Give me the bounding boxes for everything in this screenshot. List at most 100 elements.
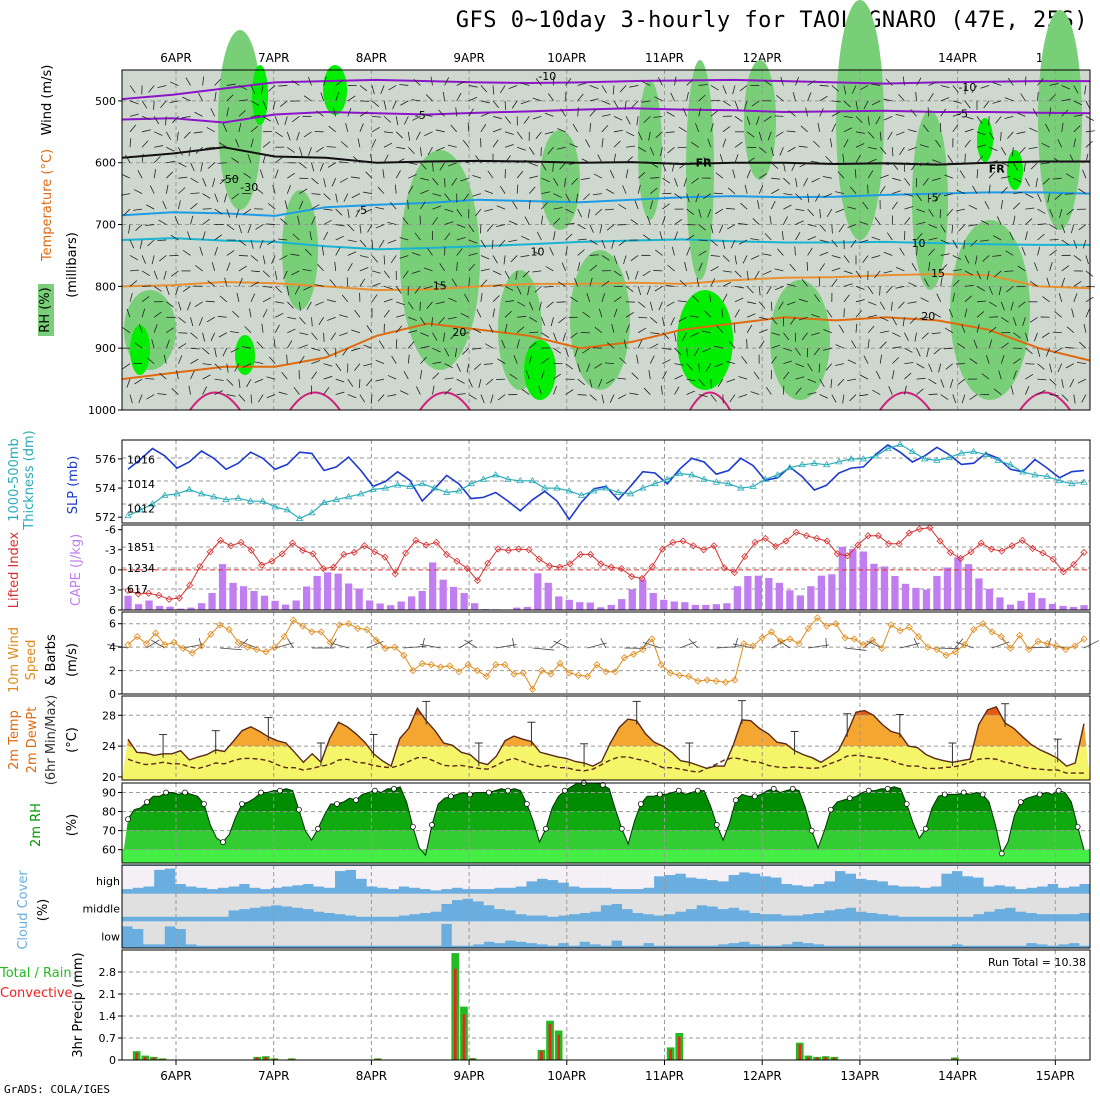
- wind-barb: [520, 82, 530, 86]
- wind-barb: [534, 286, 542, 293]
- wind-barb: [335, 235, 344, 241]
- wind-barb: [722, 100, 731, 107]
- wind-barb: [299, 188, 308, 194]
- cloud-gap-low: [802, 921, 814, 944]
- wind-axis-label-1: 10m Wind: [7, 627, 22, 693]
- wind-barb-10m: [329, 638, 337, 649]
- wind-barb: [982, 255, 990, 262]
- wind-barb: [879, 341, 887, 349]
- wind-barb: [769, 215, 772, 225]
- wind-barb: [223, 193, 228, 203]
- cloud-gap-high: [536, 866, 548, 879]
- wind-barb: [598, 308, 603, 318]
- wind-barb: [744, 100, 748, 110]
- temp-band-high: [122, 706, 1090, 716]
- wind-barb: [299, 147, 303, 156]
- wind-barb: [762, 253, 772, 256]
- wind-barb: [949, 378, 954, 388]
- date-label-top: 10APR: [547, 51, 586, 65]
- wind-barb: [492, 270, 502, 276]
- wind-barb: [577, 262, 581, 272]
- wind-barb-10m: [464, 639, 478, 649]
- wind-barb: [323, 193, 331, 200]
- wind-barb: [211, 262, 216, 272]
- thickness-marker: [884, 444, 892, 452]
- wind-speed-marker: [749, 642, 757, 650]
- lifted-index-marker: [350, 548, 358, 557]
- wind-barb: [560, 108, 566, 117]
- wind-barb: [206, 127, 215, 133]
- wind-speed-marker: [197, 642, 206, 650]
- pressure-tick-label: 1000: [88, 404, 116, 417]
- thickness-marker: [724, 479, 733, 487]
- wind-barb: [601, 85, 608, 94]
- wind-barb: [619, 357, 627, 364]
- wind-barb: [162, 200, 167, 210]
- isotherm-line: [121, 78, 1090, 101]
- rh2m-axis-label: 2m RH: [29, 803, 44, 847]
- cloud-gap-high: [387, 866, 399, 890]
- cloud-gap-high: [441, 866, 452, 890]
- thickness-marker: [969, 447, 978, 455]
- wind-barb: [426, 301, 433, 309]
- wind-barb: [480, 124, 487, 133]
- wind-barb: [497, 358, 506, 364]
- cape-bar: [1080, 605, 1088, 610]
- wind-barb: [365, 378, 373, 387]
- cape-bar: [239, 586, 248, 610]
- wind-barb: [521, 388, 530, 395]
- wind-barb: [351, 193, 361, 199]
- wind-barb: [414, 286, 421, 294]
- cloud-gap-low: [834, 921, 846, 946]
- wind-barb: [420, 177, 430, 181]
- wind-barb: [1053, 347, 1062, 354]
- wind-barb: [459, 332, 469, 335]
- wind-barb: [504, 144, 514, 148]
- cloud-gap-middle: [1036, 893, 1048, 915]
- wind-barb: [293, 387, 300, 395]
- wind-barb: [964, 308, 968, 318]
- wind-barb: [867, 170, 874, 179]
- precip-tick-label: 1.4: [99, 1010, 117, 1023]
- lifted-index-marker: [1029, 544, 1037, 552]
- rh-tick-label: 60: [102, 844, 116, 857]
- cloud-gap-middle: [1079, 893, 1091, 913]
- wind-barb: [714, 363, 724, 368]
- thickness-marker: [639, 484, 647, 491]
- wind-speed-marker: [455, 668, 463, 676]
- wind-barb: [323, 347, 330, 356]
- wind-barb: [246, 378, 252, 388]
- wind-barb: [1000, 186, 1008, 194]
- wind-barb: [642, 234, 651, 241]
- wind-barb: [964, 115, 974, 120]
- wind-barb: [480, 100, 490, 104]
- wind-speed-marker: [914, 633, 923, 641]
- cloud-gap-middle: [611, 893, 623, 904]
- wind-barb: [302, 268, 312, 272]
- wind-speed-marker: [1071, 642, 1079, 650]
- precip-convective-bar: [815, 1057, 819, 1060]
- lifted-index-marker: [792, 528, 800, 536]
- cloud-gap-low: [175, 921, 187, 929]
- wind-speed-marker: [262, 648, 270, 656]
- wind-barb: [478, 379, 482, 388]
- wind-speed-marker: [216, 621, 224, 629]
- wind-barb: [714, 345, 723, 349]
- cape-bar: [996, 597, 1004, 610]
- cape-bar: [513, 607, 521, 610]
- thickness-marker: [786, 463, 794, 471]
- wind-barb: [580, 177, 590, 180]
- wind-barb: [795, 347, 801, 356]
- cape-bar: [849, 549, 857, 610]
- wind-barb: [340, 141, 349, 148]
- wind-barb: [831, 239, 838, 248]
- wind-barb: [601, 124, 609, 133]
- wind-barb: [139, 239, 143, 249]
- cloud-gap-high: [270, 866, 282, 888]
- cloud-gap-high: [409, 866, 421, 888]
- wind-barb: [346, 277, 349, 287]
- wind-barb: [1012, 370, 1017, 380]
- wind-barb: [686, 378, 696, 382]
- lifted-index-marker: [206, 548, 214, 556]
- wind-barb: [774, 268, 784, 272]
